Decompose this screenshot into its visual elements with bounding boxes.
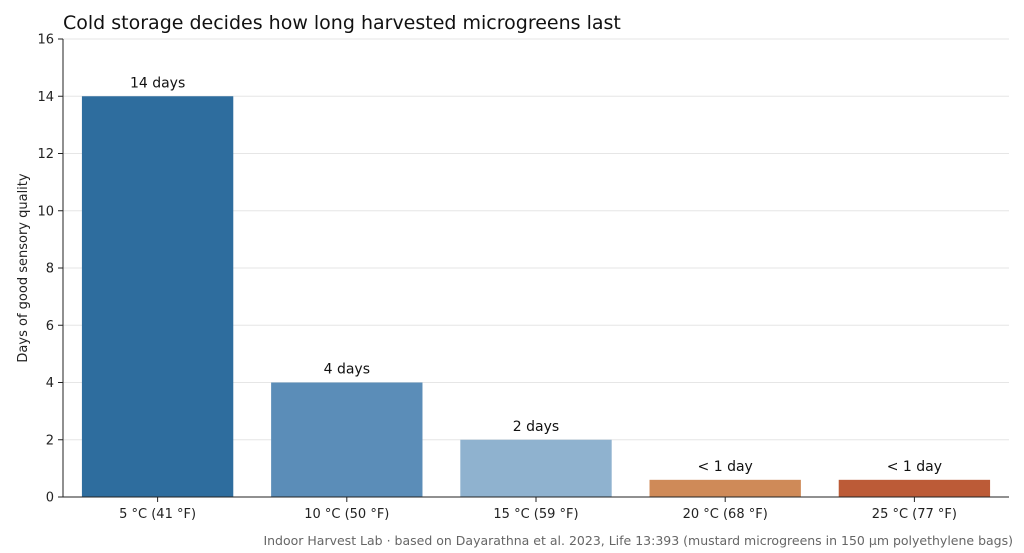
x-tick-label: 15 °C (59 °F)	[493, 507, 578, 522]
y-tick-label: 14	[37, 90, 54, 105]
data-label: 14 days	[130, 75, 185, 91]
x-tick-label: 20 °C (68 °F)	[683, 507, 768, 522]
y-tick-label: 4	[46, 376, 54, 391]
data-label: 2 days	[513, 419, 559, 435]
bar	[838, 479, 991, 497]
data-label: 4 days	[324, 362, 370, 378]
x-tick-label: 5 °C (41 °F)	[119, 507, 196, 522]
x-ticks: 5 °C (41 °F) 10 °C (50 °F) 15 °C (59 °F) 20…	[119, 497, 957, 522]
data-label: < 1 day	[698, 459, 753, 475]
bar	[271, 382, 423, 497]
bar	[649, 479, 801, 497]
chart-title: Cold storage decides how long harvested …	[63, 12, 621, 34]
data-label: < 1 day	[887, 459, 942, 475]
y-axis-label: Days of good sensory quality	[16, 173, 31, 362]
bar	[81, 96, 234, 497]
source-note: Indoor Harvest Lab · based on Dayarathna…	[263, 533, 1013, 548]
x-tick-label: 10 °C (50 °F)	[304, 507, 389, 522]
y-tick-label: 16	[37, 33, 54, 48]
y-tick-label: 8	[46, 262, 54, 277]
y-tick-label: 10	[37, 204, 54, 219]
x-tick-label: 25 °C (77 °F)	[872, 507, 957, 522]
data-labels: 14 days 4 days 2 days < 1 day < 1 day	[130, 75, 942, 475]
y-tick-label: 0	[46, 491, 54, 506]
y-tick-label: 2	[46, 433, 54, 448]
bar	[460, 439, 612, 497]
bars	[81, 96, 991, 497]
y-ticks: 0 2 4 6 8 10 12 14 16	[37, 33, 63, 506]
y-tick-label: 12	[37, 147, 54, 162]
y-tick-label: 6	[46, 319, 54, 334]
